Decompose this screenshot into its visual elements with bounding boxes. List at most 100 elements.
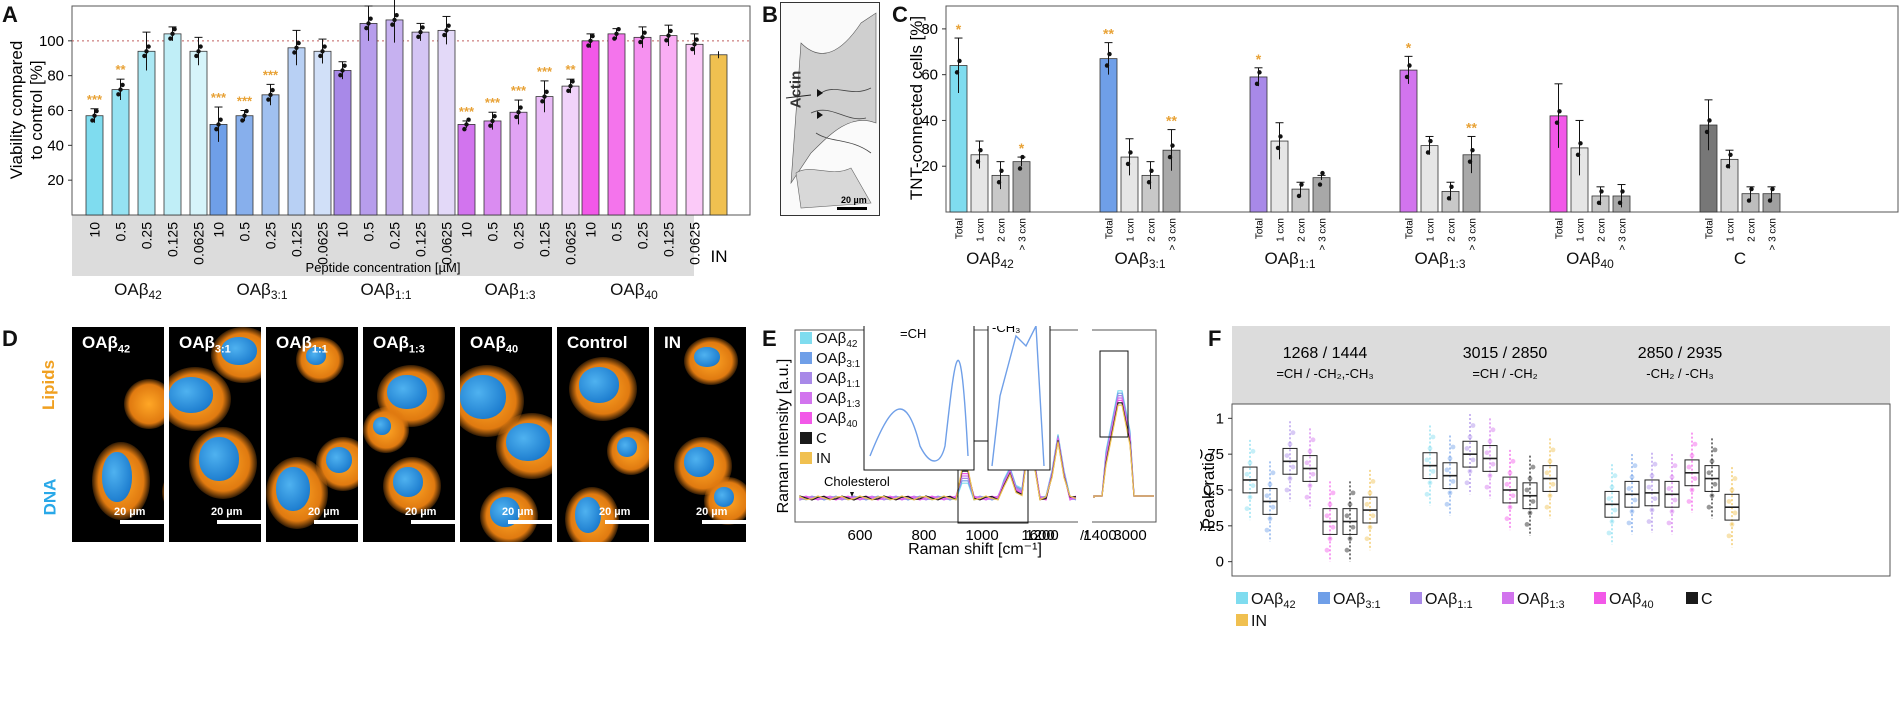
scale-bar xyxy=(605,520,649,524)
bar-3:1-3 xyxy=(287,47,306,216)
dot-1-o13-5 xyxy=(1490,427,1496,433)
plot-frame xyxy=(1231,403,1891,577)
legend-swatch-5 xyxy=(800,432,812,444)
point-42-2-1 xyxy=(144,49,149,54)
dot-0-IN-1 xyxy=(1367,524,1373,530)
legend-swatch-3 xyxy=(1502,592,1514,604)
dot-2-o31-5 xyxy=(1632,463,1638,469)
group-label-42: OAβ42 xyxy=(114,280,162,302)
dot-2-IN-0 xyxy=(1726,533,1732,539)
bar-1:3-4 xyxy=(561,85,580,216)
legend-swatch-2 xyxy=(800,372,812,384)
group-label-1:1: OAβ1:1 xyxy=(360,280,411,302)
actin-scalebar-label: 20 µm xyxy=(841,195,867,205)
dot-0-C-1 xyxy=(1347,536,1353,542)
point-C-1-1 xyxy=(1728,152,1733,157)
bar-in xyxy=(709,54,728,216)
point-42-4-1 xyxy=(196,49,201,54)
conc-label-40-4: 0.0625 xyxy=(687,222,703,265)
micrograph-label-0: OAβ42 xyxy=(82,333,131,356)
point-OAβ40-0-0 xyxy=(1554,120,1560,125)
legend-swatch-1 xyxy=(800,352,812,364)
micrograph-label-sub: 42 xyxy=(117,343,131,356)
cat-label-OAβ1:1-1: 1 cxn xyxy=(1276,218,1287,242)
dot-0-o40-4 xyxy=(1327,501,1333,507)
cat-label-OAβ42-1: 1 cxn xyxy=(976,218,987,242)
point-1:1-0-2 xyxy=(342,63,347,68)
cat-label-OAβ42-0: Total xyxy=(955,218,966,239)
y-tick-label-0: 20 xyxy=(921,158,938,175)
dot-1-IN-1 xyxy=(1547,493,1553,499)
cat-label-OAβ1:1-3: > 3 cxn xyxy=(1318,218,1329,251)
nucleus xyxy=(714,487,734,507)
axis-break-mark: // xyxy=(1080,527,1088,543)
inset-spectrum-1 xyxy=(869,359,969,462)
dot-1-o13-1 xyxy=(1487,473,1493,479)
nucleus xyxy=(169,377,213,413)
point-1:3-2-2 xyxy=(518,105,523,110)
dot-2-o13-3 xyxy=(1666,486,1672,491)
dot-0-IN-0 xyxy=(1364,536,1370,542)
point-42-4-0 xyxy=(194,53,199,59)
point-42-0-2 xyxy=(94,108,99,114)
cat-label-OAβ42-2: 2 cxn xyxy=(997,218,1008,242)
nucleus xyxy=(199,437,239,481)
dot-1-o11-3 xyxy=(1464,446,1470,451)
point-40-3-0 xyxy=(664,38,669,43)
dot-0-o13-5 xyxy=(1310,437,1316,443)
point-OAβ1:3-0-0 xyxy=(1404,74,1410,80)
point-40-4-2 xyxy=(694,37,699,42)
cat-label-C-3: > 3 cxn xyxy=(1768,218,1779,251)
bar-1:1-0 xyxy=(333,70,352,216)
panel-label-a: A xyxy=(2,2,18,27)
actin-texture xyxy=(785,12,877,210)
dot-0-o13-1 xyxy=(1307,483,1313,489)
dot-2-o13-1 xyxy=(1669,509,1675,514)
nucleus xyxy=(694,347,720,367)
legend-swatch-2 xyxy=(1410,592,1422,604)
point-1:3-4-0 xyxy=(566,88,571,94)
dot-2-IN-1 xyxy=(1729,522,1735,527)
point-1:3-3-1 xyxy=(542,94,547,99)
point-C-1-0 xyxy=(1725,164,1731,169)
bar-42-0 xyxy=(85,115,104,216)
dot-0-o42-5 xyxy=(1250,448,1256,454)
panel-label-e: E xyxy=(762,326,777,351)
point-OAβ40-3-1 xyxy=(1620,189,1625,194)
dot-2-o31-0 xyxy=(1626,520,1632,526)
dot-1-o31-4 xyxy=(1447,456,1453,461)
micrograph-label-2: OAβ1:1 xyxy=(276,333,328,356)
dot-2-o42-1 xyxy=(1609,519,1615,524)
micrograph-tile-6: IN 20 µm xyxy=(654,327,746,542)
group-label-OAβ1:1: OAβ1:1 xyxy=(1264,249,1315,271)
dot-2-o31-4 xyxy=(1629,474,1635,480)
conc-label-40-1: 0.5 xyxy=(609,222,625,242)
point-OAβ1:3-2-1 xyxy=(1449,184,1454,190)
dot-2-o13-5 xyxy=(1672,463,1678,469)
dna-label: DNA xyxy=(40,478,60,516)
point-3:1-3-1 xyxy=(294,45,299,50)
stars-42-1: ** xyxy=(115,62,126,77)
dot-0-o31-3 xyxy=(1264,493,1270,499)
point-1:1-2-1 xyxy=(392,17,397,23)
point-1:1-0-0 xyxy=(338,72,343,78)
nucleus xyxy=(387,375,427,409)
dot-0-o42-3 xyxy=(1244,471,1250,477)
point-3:1-1-2 xyxy=(244,108,249,114)
dot-0-o13-2 xyxy=(1310,471,1316,477)
dot-0-IN-2 xyxy=(1370,513,1376,519)
scale-bar-label: 20 µm xyxy=(405,506,437,518)
peak-ratio-boxplot: 0 0.25 0.5 0.75 1 Peak ratio 1268 / 1444 =CH / … xyxy=(1200,326,1891,630)
cat-label-OAβ1:1-2: 2 cxn xyxy=(1297,218,1308,242)
in-label: IN xyxy=(711,247,728,266)
point-OAβ42-1-0 xyxy=(975,159,981,164)
dot-2-IN-3 xyxy=(1726,499,1732,504)
x-axis-label: Peptide concentration [µM] xyxy=(306,260,461,275)
point-OAβ42-2-1 xyxy=(999,168,1004,173)
y-axis-label: Raman intensity [a.u.] xyxy=(775,359,792,514)
cat-label-OAβ40-1: 1 cxn xyxy=(1576,218,1587,242)
dot-2-o40-2 xyxy=(1692,476,1698,481)
point-1:1-2-0 xyxy=(390,22,395,27)
x-tick-label-1600: 1600 xyxy=(1021,527,1054,544)
point-3:1-3-0 xyxy=(292,50,297,55)
